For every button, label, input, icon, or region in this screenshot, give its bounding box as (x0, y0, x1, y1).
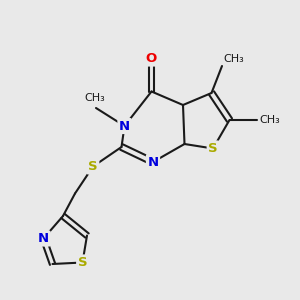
Text: CH₃: CH₃ (84, 94, 105, 103)
Text: N: N (147, 155, 159, 169)
Text: CH₃: CH₃ (224, 55, 244, 64)
Text: O: O (146, 52, 157, 65)
Text: CH₃: CH₃ (260, 115, 280, 125)
Text: N: N (119, 119, 130, 133)
Text: S: S (88, 160, 98, 173)
Text: N: N (38, 232, 49, 245)
Text: S: S (208, 142, 218, 155)
Text: S: S (78, 256, 87, 269)
